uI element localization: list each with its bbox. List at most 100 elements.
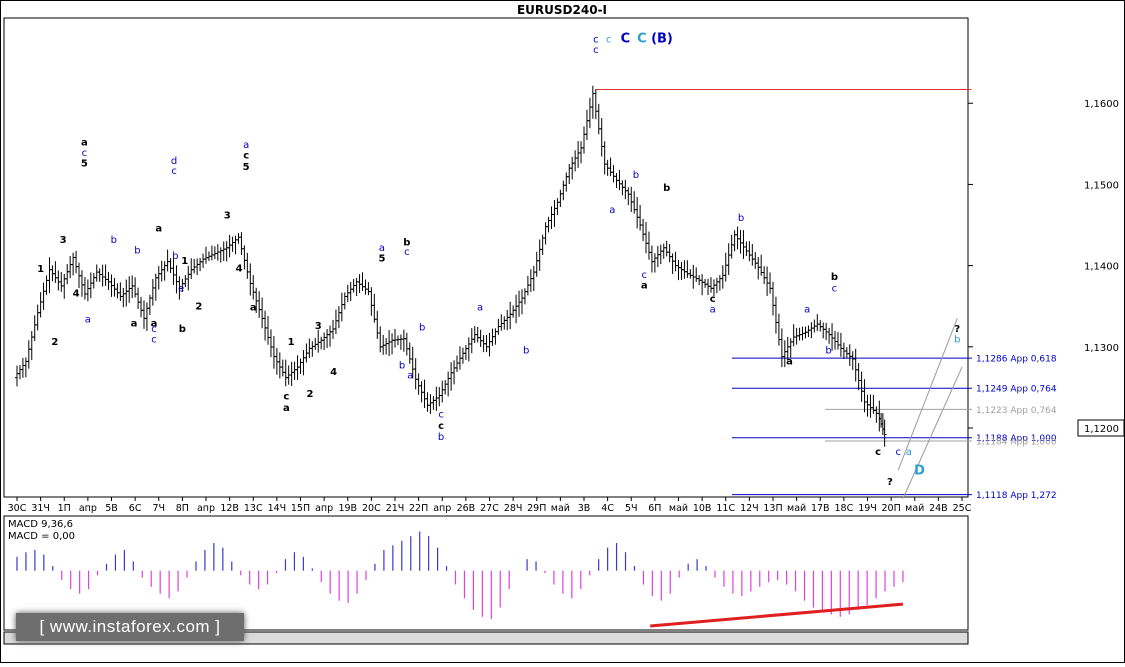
x-tick-label: 20П <box>882 503 901 514</box>
x-tick-label: май <box>787 503 806 514</box>
wave-label: a <box>155 224 162 235</box>
divergence-line <box>650 602 904 628</box>
x-tick-label: 5В <box>105 503 118 514</box>
x-tick-label: май <box>669 503 688 514</box>
wave-label: 3 <box>60 235 67 246</box>
wave-label: ? <box>887 477 893 488</box>
wave-label: c <box>606 34 612 45</box>
x-tick-label: 18С <box>835 503 854 514</box>
wave-label: a <box>710 305 716 316</box>
fib-level-label: 1,1118 Арр 1,272 <box>976 491 1057 501</box>
fib-level-label: 1,1286 Арр 0,618 <box>976 355 1057 365</box>
fib-level-label: 1,1249 Арр 0,764 <box>976 385 1057 395</box>
macd-bottom-strip <box>3 631 969 645</box>
x-tick-label: 20С <box>362 503 381 514</box>
x-tick-label: 25С <box>953 503 972 514</box>
wave-label: 4 <box>236 263 243 274</box>
x-tick-label: 11С <box>716 503 735 514</box>
wave-label: a <box>250 302 257 313</box>
x-tick-label: 30С <box>8 503 27 514</box>
x-tick-label: 5Ч <box>625 503 638 514</box>
current-price-label: 1,1200 <box>1084 424 1119 435</box>
x-tick-label: 13П <box>763 503 782 514</box>
x-tick-label: май <box>905 503 924 514</box>
wave-label: c <box>832 284 838 295</box>
wave-label: a <box>786 357 793 368</box>
wave-label: c <box>151 335 157 346</box>
wave-label: a <box>804 305 810 316</box>
wave-label: a <box>283 403 290 414</box>
wave-label: ? <box>954 324 960 335</box>
x-tick-label: 1П <box>58 503 71 514</box>
wave-label: 4 <box>73 288 80 299</box>
wave-label: a <box>379 243 385 254</box>
wave-label: b <box>403 237 410 248</box>
x-tick-label: 10В <box>693 503 712 514</box>
x-tick-label: 19Ч <box>858 503 877 514</box>
projection-channel-line <box>902 366 963 499</box>
x-tick-label: 31Ч <box>31 503 50 514</box>
wave-label: a <box>641 280 648 291</box>
y-tick-label: 1,1300 <box>1084 343 1119 354</box>
x-tick-label: 14Ч <box>268 503 287 514</box>
wave-label: c <box>243 150 249 161</box>
wave-label: b <box>179 324 186 335</box>
x-tick-label: 24В <box>929 503 948 514</box>
x-tick-label: 22П <box>409 503 428 514</box>
x-tick-label: 12В <box>220 503 239 514</box>
fib-level-label: 1,1223 Арр 0,764 <box>976 406 1057 416</box>
wave-label: c <box>438 421 444 432</box>
wave-label: b <box>831 272 838 283</box>
wave-label: 1 <box>288 337 295 348</box>
x-tick-label: 15П <box>291 503 310 514</box>
x-tick-label: май <box>551 503 570 514</box>
x-tick-label: 29П <box>527 503 546 514</box>
wave-label: 5 <box>379 254 386 265</box>
wave-label: b <box>438 432 444 443</box>
x-tick-label: 3В <box>578 503 591 514</box>
wave-label: c <box>641 270 647 281</box>
wave-label: 2 <box>195 301 202 312</box>
x-tick-label: апр <box>79 503 97 514</box>
wave-label: c <box>171 166 177 177</box>
wave-label: b <box>523 345 529 356</box>
wave-label: b <box>825 345 831 356</box>
x-tick-label: 4С <box>601 503 614 514</box>
wave-label: a <box>243 140 249 151</box>
wave-label: b <box>738 213 744 224</box>
x-tick-label: 6П <box>648 503 661 514</box>
y-tick-label: 1,1600 <box>1084 99 1119 110</box>
wave-label: d <box>171 156 177 167</box>
macd-value-label: MACD = 0,00 <box>8 531 75 542</box>
x-tick-label: 27С <box>480 503 499 514</box>
wave-label: c <box>82 148 88 159</box>
x-tick-label: 8П <box>176 503 189 514</box>
wave-label: b <box>172 251 178 262</box>
x-tick-label: 19В <box>338 503 357 514</box>
wave-label: c <box>151 324 157 335</box>
wave-label: c <box>593 34 599 45</box>
wave-label: a <box>906 447 912 458</box>
price-panel-frame <box>3 17 969 498</box>
wave-label: c <box>438 409 444 420</box>
wave-label: b <box>633 170 639 181</box>
wave-label: 5 <box>243 162 250 173</box>
wave-label: 2 <box>51 337 58 348</box>
x-tick-label: 17В <box>811 503 830 514</box>
wave-label: c <box>404 247 410 258</box>
wave-label: a <box>151 319 158 330</box>
wave-label: 3 <box>315 321 322 332</box>
wave-label: 2 <box>306 389 313 400</box>
wave-label: C <box>637 31 647 46</box>
wave-label: c <box>710 294 716 305</box>
x-tick-label: 13С <box>244 503 263 514</box>
x-tick-label: апр <box>315 503 333 514</box>
wave-label: c <box>875 447 881 458</box>
wave-label: b <box>663 183 670 194</box>
wave-label: a <box>609 205 615 216</box>
wave-label: (B) <box>651 31 673 46</box>
x-tick-label: апр <box>197 503 215 514</box>
y-tick-label: 1,1500 <box>1084 180 1119 191</box>
wave-label: b <box>419 323 425 334</box>
